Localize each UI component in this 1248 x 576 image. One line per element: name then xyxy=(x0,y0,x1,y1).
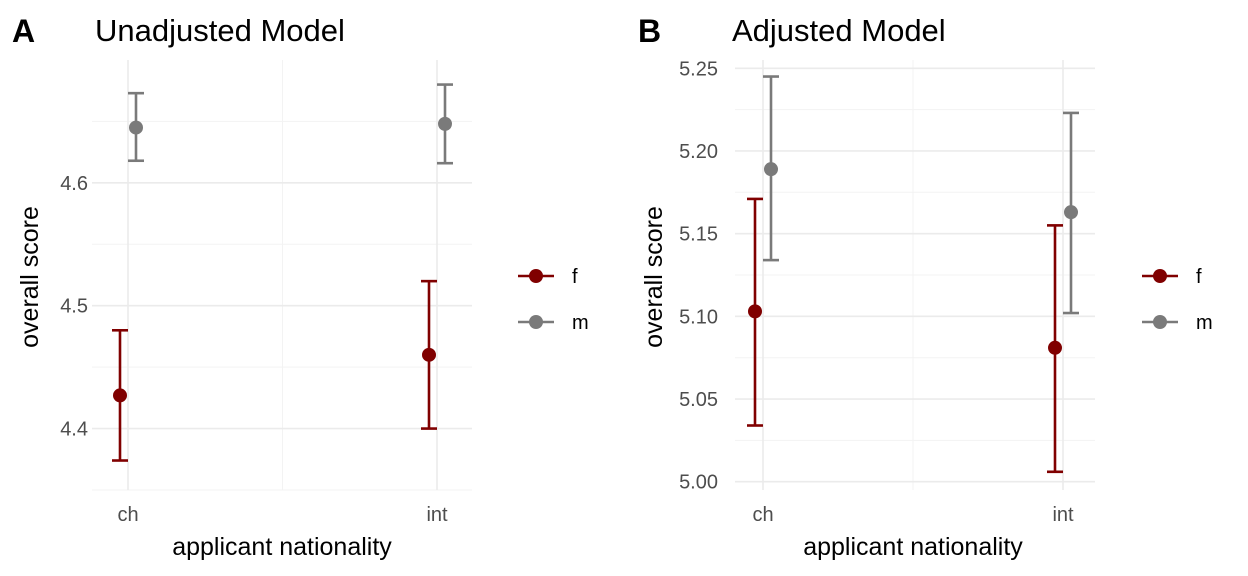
y-tick-label: 5.25 xyxy=(679,58,718,80)
y-tick-label: 4.5 xyxy=(60,296,88,318)
legend-label: f xyxy=(1196,266,1202,288)
panel-a-legend: fm xyxy=(518,266,589,334)
y-tick-label: 4.6 xyxy=(60,173,88,195)
legend-key-point xyxy=(529,269,543,283)
y-tick-label: 5.05 xyxy=(679,389,718,411)
panel-b-grid xyxy=(735,60,1095,490)
panel-a: A Unadjusted Model applicant nationality… xyxy=(12,13,589,561)
x-tick-label: ch xyxy=(117,504,138,526)
y-tick-label: 4.4 xyxy=(60,419,88,441)
panel-letter-a: A xyxy=(12,13,35,49)
y-tick-label: 5.15 xyxy=(679,224,718,246)
panel-a-x-axis-title: applicant nationality xyxy=(172,533,392,561)
legend-item: f xyxy=(1142,266,1202,288)
legend-key-point xyxy=(1153,269,1167,283)
panel-b-x-ticks: ch int xyxy=(752,504,1074,526)
panel-b: B Adjusted Model applicant nationality o… xyxy=(638,13,1213,561)
legend-item: f xyxy=(518,266,578,288)
panel-b-y-ticks: 5.00 5.05 5.10 5.15 5.20 5.25 xyxy=(679,58,718,493)
panel-a-title: Unadjusted Model xyxy=(95,13,345,48)
y-tick-label: 5.00 xyxy=(679,472,718,494)
y-tick-label: 5.20 xyxy=(679,141,718,163)
panel-b-marks xyxy=(747,75,1079,474)
legend-label: m xyxy=(572,312,589,334)
data-point xyxy=(422,347,436,362)
legend-key-point xyxy=(1153,315,1167,329)
panel-a-marks xyxy=(112,83,453,462)
y-tick-label: 5.10 xyxy=(679,306,718,328)
panel-a-y-axis-title: overall score xyxy=(16,206,44,348)
legend-item: m xyxy=(1142,312,1213,334)
data-point xyxy=(129,120,143,135)
data-point xyxy=(1064,205,1078,220)
x-tick-label: int xyxy=(426,504,448,526)
panel-letter-b: B xyxy=(638,13,661,49)
panel-b-title: Adjusted Model xyxy=(732,13,946,48)
data-point xyxy=(438,116,452,131)
data-point xyxy=(113,388,127,403)
panel-a-grid xyxy=(92,60,472,491)
panel-b-legend: fm xyxy=(1142,266,1213,334)
panel-a-x-ticks: ch int xyxy=(117,504,448,526)
data-point xyxy=(748,304,762,319)
data-point xyxy=(764,162,778,177)
legend-label: m xyxy=(1196,312,1213,334)
panel-b-x-axis-title: applicant nationality xyxy=(803,533,1023,561)
data-point xyxy=(1048,340,1062,355)
x-tick-label: ch xyxy=(752,504,773,526)
legend-item: m xyxy=(518,312,589,334)
legend-key-point xyxy=(529,315,543,329)
x-tick-label: int xyxy=(1052,504,1074,526)
panel-b-y-axis-title: overall score xyxy=(640,206,668,348)
panel-a-y-ticks: 4.4 4.5 4.6 xyxy=(60,173,88,441)
legend-label: f xyxy=(572,266,578,288)
